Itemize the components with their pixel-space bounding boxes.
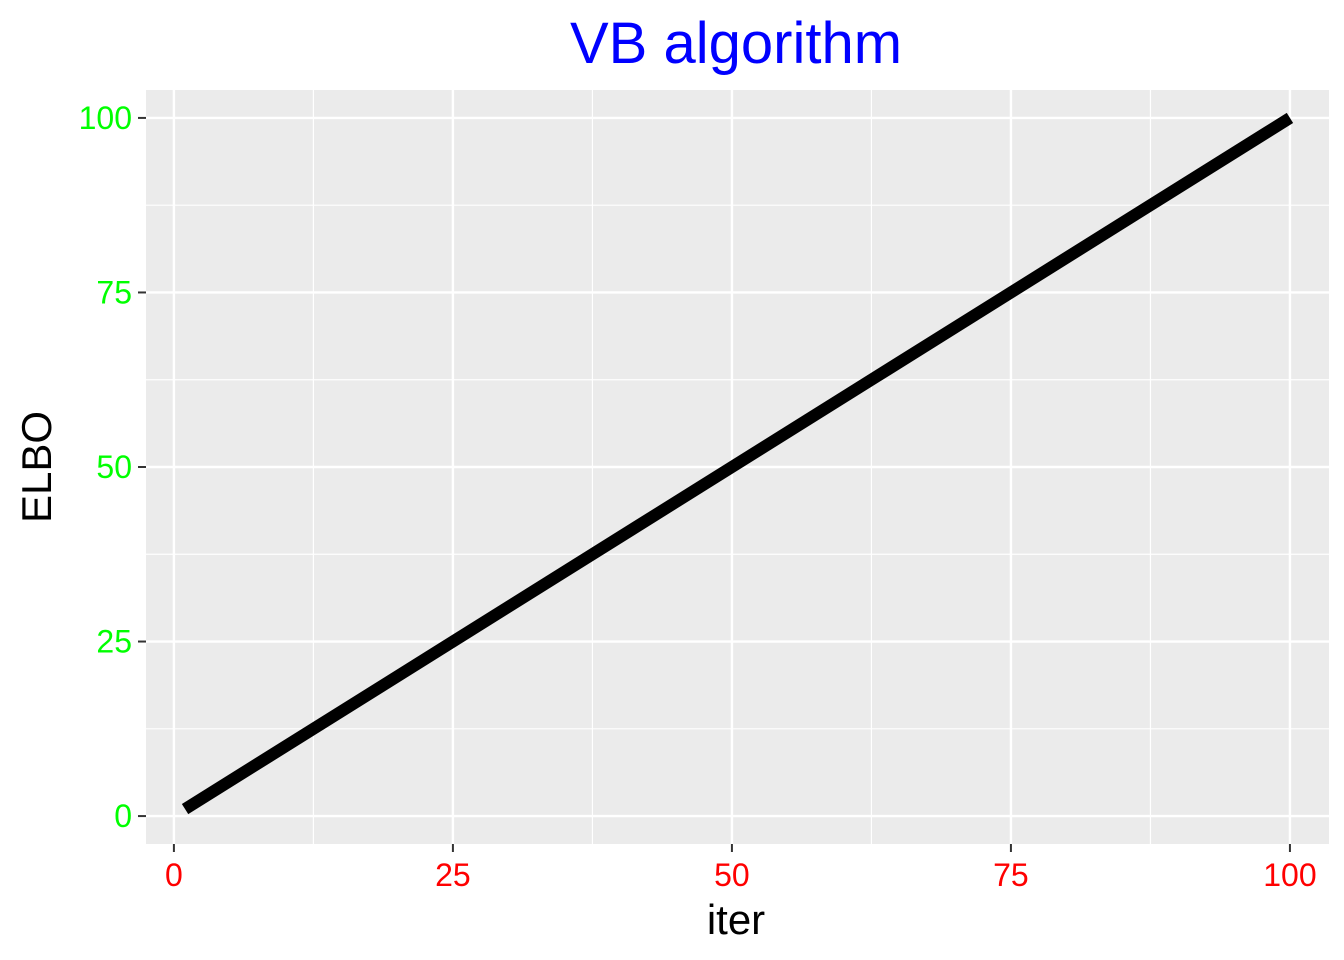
x-tick-label: 50 <box>714 857 750 893</box>
x-tick-label: 0 <box>165 857 183 893</box>
y-tick-label: 100 <box>79 100 132 136</box>
x-tick-label: 75 <box>993 857 1029 893</box>
x-tick-label: 100 <box>1263 857 1316 893</box>
series-layer <box>181 112 1294 815</box>
y-axis: 0 25 50 75 100 <box>79 100 146 834</box>
x-axis-title: iter <box>707 896 765 943</box>
x-tick-label: 25 <box>435 857 471 893</box>
y-axis-title: ELBO <box>13 411 60 523</box>
x-axis: 0 25 50 75 100 <box>165 844 1317 893</box>
y-tick-label: 25 <box>96 624 132 660</box>
y-tick-label: 0 <box>114 798 132 834</box>
elbo-series-line <box>181 112 1294 815</box>
chart-title: VB algorithm <box>570 11 902 76</box>
y-tick-label: 75 <box>96 274 132 310</box>
y-tick-label: 50 <box>96 449 132 485</box>
